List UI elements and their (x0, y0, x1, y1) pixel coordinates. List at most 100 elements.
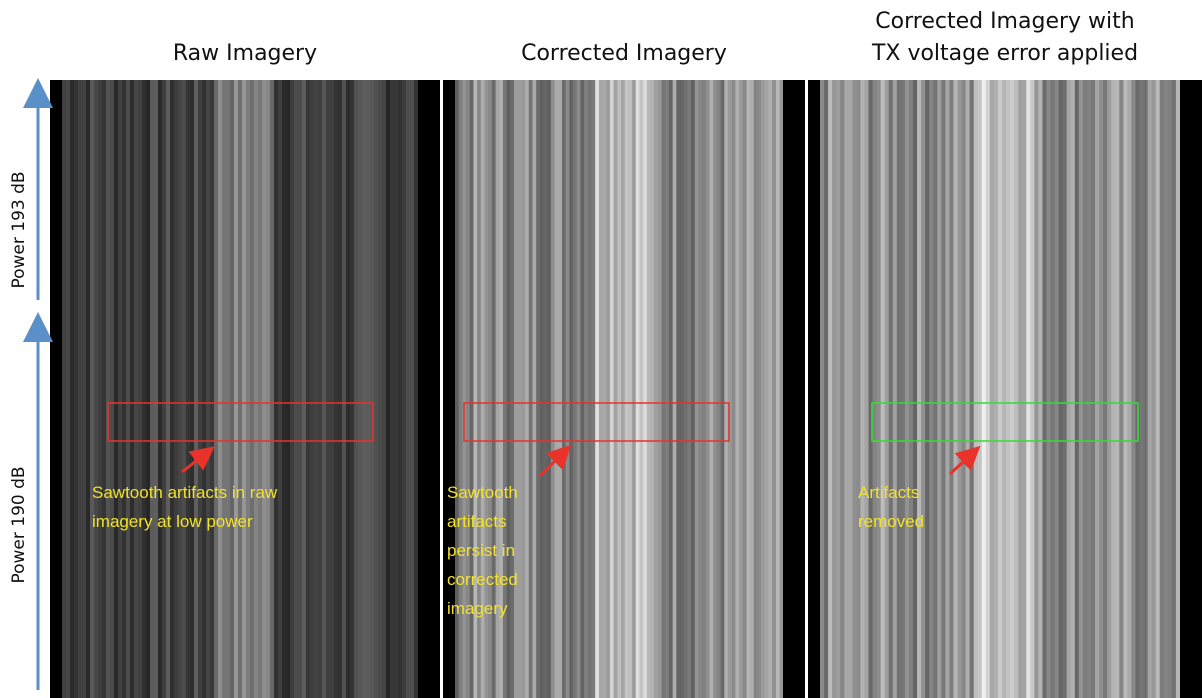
image-stripe (174, 80, 179, 698)
image-stripe (1111, 80, 1116, 698)
image-stripe (238, 80, 243, 698)
image-stripe (986, 80, 991, 698)
image-stripe (1131, 80, 1136, 698)
image-stripe (610, 80, 614, 698)
image-stripe (713, 80, 717, 698)
image-stripe (873, 80, 878, 698)
image-stripe (566, 80, 570, 698)
image-stripe (893, 80, 898, 698)
image-stripe (547, 80, 551, 698)
image-stripe (735, 80, 739, 698)
image-stripe (410, 80, 415, 698)
image-stripe (1168, 80, 1173, 698)
image-stripe (234, 80, 239, 698)
image-stripe (848, 80, 853, 698)
image-stripe (544, 80, 548, 698)
image-stripe (1051, 80, 1056, 698)
image-stripe (1115, 80, 1120, 698)
image-stripe (776, 80, 780, 698)
annotation: imagery (447, 599, 508, 618)
image-stripe (765, 80, 769, 698)
image-stripe (274, 80, 279, 698)
image-stripe (314, 80, 319, 698)
image-stripe (354, 80, 359, 698)
image-stripe (978, 80, 983, 698)
image-stripe (974, 80, 979, 698)
image-stripe (925, 80, 930, 698)
image-stripe (1063, 80, 1068, 698)
image-stripe (540, 80, 544, 698)
image-stripe (732, 80, 736, 698)
image-stripe (869, 80, 874, 698)
image-stripe (106, 80, 111, 698)
image-stripe (937, 80, 942, 698)
image-stripe (1160, 80, 1165, 698)
image-stripe (717, 80, 721, 698)
image-stripe (294, 80, 299, 698)
image-stripe (877, 80, 882, 698)
image-stripe (1099, 80, 1104, 698)
image-stripe (599, 80, 603, 698)
image-stripe (110, 80, 115, 698)
image-stripe (1030, 80, 1035, 698)
image-stripe (290, 80, 295, 698)
image-stripe (1014, 80, 1019, 698)
image-stripe (897, 80, 902, 698)
annotation: Artifacts (858, 483, 919, 502)
image-stripe (162, 80, 167, 698)
image-stripe (724, 80, 728, 698)
image-stripe (334, 80, 339, 698)
image-stripe (562, 80, 566, 698)
image-stripe (945, 80, 950, 698)
image-stripe (606, 80, 610, 698)
image-stripe (278, 80, 283, 698)
image-stripe (1087, 80, 1092, 698)
annotation: Sawtooth (447, 483, 518, 502)
image-stripe (78, 80, 83, 698)
image-stripe (695, 80, 699, 698)
image-stripe (214, 80, 219, 698)
image-stripe (761, 80, 765, 698)
image-stripe (958, 80, 963, 698)
image-stripe (962, 80, 967, 698)
image-stripe (662, 80, 666, 698)
image-stripe (647, 80, 651, 698)
image-stripe (881, 80, 886, 698)
image-stripe (250, 80, 255, 698)
image-stripe (569, 80, 573, 698)
image-stripe (1042, 80, 1047, 698)
image-stripe (953, 80, 958, 698)
panel-title: Corrected Imagery with (875, 9, 1134, 34)
image-stripe (636, 80, 640, 698)
annotation: Sawtooth artifacts in raw (92, 483, 278, 502)
image-stripe (154, 80, 159, 698)
image-stripe (230, 80, 235, 698)
image-stripe (632, 80, 636, 698)
image-stripe (856, 80, 861, 698)
image-stripe (358, 80, 363, 698)
image-stripe (142, 80, 147, 698)
image-stripe (258, 80, 263, 698)
image-stripe (728, 80, 732, 698)
image-stripe (182, 80, 187, 698)
image-stripe (1026, 80, 1031, 698)
image-stripe (929, 80, 934, 698)
image-stripe (1067, 80, 1072, 698)
image-stripe (1091, 80, 1096, 698)
image-stripe (603, 80, 607, 698)
image-stripe (639, 80, 643, 698)
annotation: imagery at low power (92, 512, 253, 531)
image-stripe (588, 80, 592, 698)
panel-title: Corrected Imagery (521, 41, 727, 66)
image-stripe (130, 80, 135, 698)
image-stripe (270, 80, 275, 698)
image-stripe (628, 80, 632, 698)
image-stripe (134, 80, 139, 698)
image-stripe (1071, 80, 1076, 698)
image-stripe (1018, 80, 1023, 698)
image-stripe (1123, 80, 1128, 698)
image-stripe (998, 80, 1003, 698)
image-stripe (625, 80, 629, 698)
image-stripe (844, 80, 849, 698)
image-stripe (577, 80, 581, 698)
